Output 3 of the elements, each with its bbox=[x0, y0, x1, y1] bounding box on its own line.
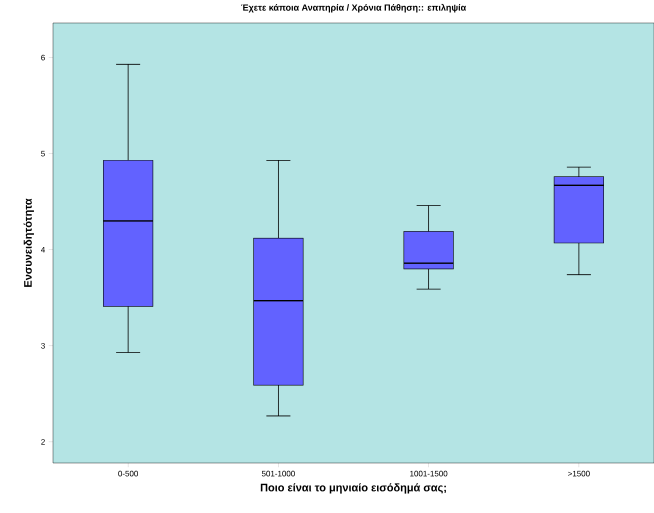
y-axis-title: Ενσυνειδητότητα bbox=[24, 198, 34, 287]
x-axis-title: Ποιο είναι το μηνιαίο εισόδημά σας; bbox=[260, 483, 446, 494]
chart-title: Έχετε κάποια Αναπηρία / Χρόνια Πάθηση:: επιληψία bbox=[241, 4, 466, 12]
